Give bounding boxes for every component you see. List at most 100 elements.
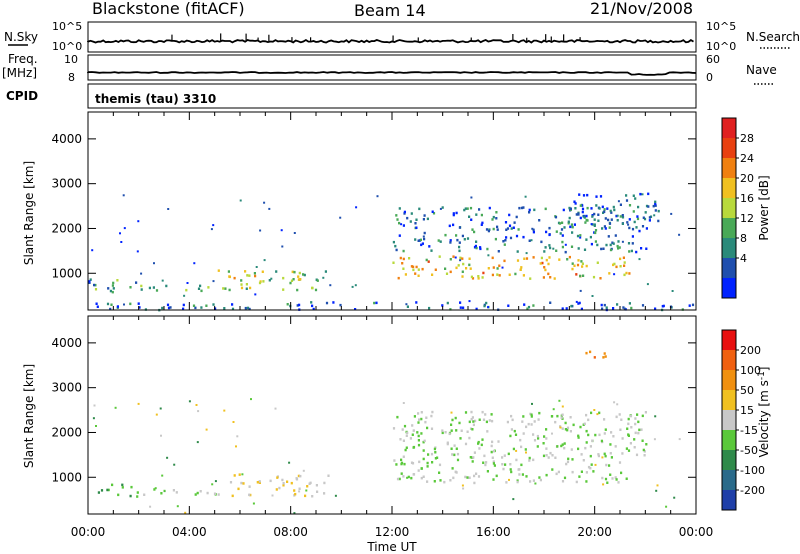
speckle [646,283,649,286]
data-cell [462,262,465,266]
data-cell [618,461,622,464]
data-cell [256,481,259,484]
data-cell [582,459,585,462]
data-cell [470,275,473,279]
data-cell [403,462,406,466]
data-cell [480,213,483,217]
data-cell [400,461,404,465]
data-cell [503,454,506,457]
data-cell [601,205,604,209]
data-cell [560,228,564,231]
data-cell [511,418,514,422]
data-cell [604,227,607,230]
data-cell [182,307,185,311]
data-cell [222,287,225,290]
data-cell [589,350,592,354]
data-cell [566,258,569,261]
data-cell [403,212,406,215]
data-cell [88,280,91,283]
data-cell [521,420,524,423]
data-cell [229,481,233,484]
speckle [591,295,594,297]
cpid-panel-frame [87,83,697,109]
data-cell [626,427,629,430]
data-cell [224,287,227,290]
data-cell [641,225,645,228]
data-cell [539,478,542,482]
data-cell [565,307,568,310]
data-cell [568,216,571,220]
data-cell [654,204,657,207]
data-cell [248,307,251,311]
speckle [241,473,244,476]
data-cell [637,205,640,209]
speckle [155,413,158,416]
data-cell [213,492,217,495]
data-cell [415,301,418,304]
data-cell [459,306,462,309]
data-cell [549,246,552,250]
speckle [239,199,242,202]
data-cell [95,302,98,305]
data-cell [561,234,564,237]
power-x-ticks [87,112,697,310]
data-cell [544,207,547,211]
speckle [454,256,457,259]
data-cell [426,465,429,468]
data-cell [401,262,404,265]
data-cell [111,290,114,294]
data-cell [621,437,624,440]
data-cell [455,447,458,450]
data-cell [302,273,305,276]
speckle [137,220,140,223]
speckle [665,505,668,508]
data-cell [545,437,548,440]
data-cell [559,425,562,428]
data-cell [143,493,146,496]
data-cell [561,413,564,416]
data-cell [566,428,569,432]
data-cell [581,204,584,207]
speckle [601,456,604,459]
speckle [355,206,358,209]
speckle [653,214,656,217]
data-cell [426,426,429,430]
data-cell [165,284,168,288]
data-cell [616,219,619,222]
data-cell [623,273,626,277]
data-cell [412,268,415,272]
data-cell [406,216,409,220]
data-cell [538,219,541,222]
colorbar-swatch [722,330,736,350]
data-cell [297,275,300,278]
data-cell [654,200,657,204]
data-cell [644,411,647,414]
data-cell [661,305,664,308]
speckle [281,245,284,248]
data-cell [566,460,570,464]
data-cell [434,446,437,449]
speckle [160,434,162,437]
speckle [254,293,257,296]
data-cell [473,230,476,234]
data-cell [431,461,434,464]
y-tick-label: 1000 [51,470,82,484]
speckle [351,285,354,288]
colorbar-swatch [722,450,736,470]
freq-label: Freq. [8,52,38,66]
data-cell [627,417,630,421]
data-cell [618,246,621,249]
data-cell [591,215,594,218]
data-cell [414,272,417,275]
colorbar-tick-label: 20 [740,172,754,185]
data-cell [619,265,622,268]
data-cell [510,428,513,431]
data-cell [136,491,139,494]
data-cell [607,218,610,222]
speckle [354,284,357,287]
data-cell [292,278,295,281]
speckle [678,233,681,236]
data-cell [523,303,526,306]
data-cell [563,476,567,480]
data-cell [632,194,635,197]
